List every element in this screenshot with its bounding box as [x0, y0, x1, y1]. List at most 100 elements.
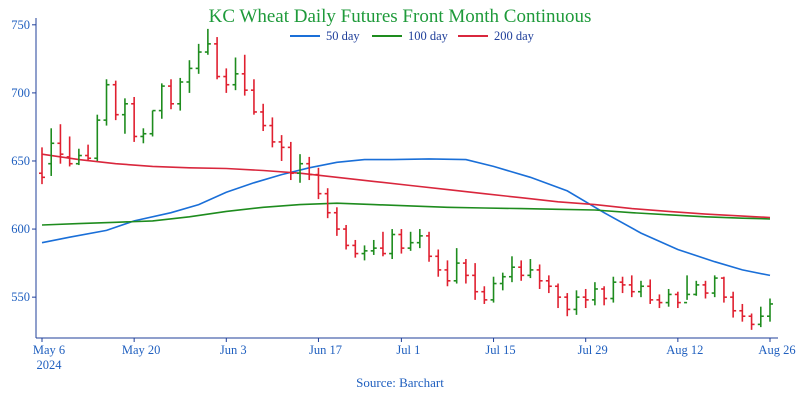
- ohlc-bar: [619, 276, 626, 294]
- y-tick-label: 600: [11, 222, 30, 236]
- ohlc-bar: [324, 188, 331, 219]
- ohlc-bar: [131, 96, 138, 142]
- ohlc-bar: [103, 79, 110, 126]
- ohlc-bar: [545, 275, 552, 294]
- ohlc-bar: [287, 141, 294, 181]
- ohlc-bar: [398, 229, 405, 254]
- ohlc-bar: [158, 83, 165, 119]
- ohlc-bar: [637, 280, 644, 298]
- ohlc-bar: [720, 276, 727, 303]
- ohlc-bar: [379, 231, 386, 257]
- ohlc-bar: [555, 283, 562, 309]
- ohlc-bar: [582, 288, 589, 309]
- ohlc-bar: [260, 103, 267, 132]
- chart-title: KC Wheat Daily Futures Front Month Conti…: [209, 6, 592, 27]
- ohlc-bar: [748, 313, 755, 330]
- ohlc-bar: [591, 282, 598, 306]
- ohlc-bar: [453, 248, 460, 284]
- ohlc-bar: [490, 276, 497, 303]
- x-tick-label: May 6: [33, 343, 65, 357]
- ohlc-bar: [195, 43, 202, 74]
- ohlc-bar: [85, 144, 92, 161]
- ohlc-bar: [121, 98, 128, 134]
- ohlc-bar: [527, 259, 534, 279]
- ohlc-bar: [665, 288, 672, 307]
- ohlc-bar: [389, 229, 396, 260]
- ohlc-bar: [232, 57, 239, 91]
- x-tick-year-label: 2024: [37, 358, 63, 372]
- ohlc-bar: [223, 68, 230, 93]
- ohlc-bar: [444, 260, 451, 287]
- ohlc-bar: [343, 224, 350, 250]
- ohlc-bar: [656, 294, 663, 309]
- ohlc-bar: [186, 60, 193, 93]
- legend-label: 50 day: [326, 29, 360, 43]
- ohlc-bar: [241, 54, 248, 96]
- ohlc-bar: [739, 303, 746, 322]
- ohlc-bar: [573, 290, 580, 315]
- ohlc-bar: [140, 128, 147, 144]
- ohlc-bar: [564, 293, 571, 317]
- ohlc-bar: [693, 280, 700, 296]
- ohlc-bar: [674, 291, 681, 309]
- y-tick-label: 700: [11, 86, 30, 100]
- y-tick-label: 550: [11, 290, 30, 304]
- ohlc-bar: [462, 259, 469, 284]
- ohlc-bar: [177, 77, 184, 111]
- x-tick-label: May 20: [122, 343, 161, 357]
- ohlc-bar: [435, 249, 442, 277]
- ohlc-bar: [518, 260, 525, 281]
- chart-legend: 50 day 100 day 200 day: [290, 29, 535, 43]
- ohlc-bar: [370, 239, 377, 255]
- x-tick-label: Aug 26: [758, 343, 795, 357]
- ohlc-bar: [711, 275, 718, 298]
- ohlc-bar: [647, 279, 654, 304]
- series-line: [41, 153, 771, 219]
- ohlc-bar: [702, 280, 709, 299]
- ohlc-bar: [149, 109, 156, 137]
- ohlc-bar: [407, 231, 414, 251]
- moving-average-lines: [41, 153, 771, 277]
- ohlc-bar: [75, 148, 82, 166]
- ohlc-bar: [472, 263, 479, 300]
- legend-label: 200 day: [494, 29, 535, 43]
- ohlc-bar: [601, 286, 608, 306]
- ohlc-bar: [57, 124, 64, 164]
- x-tick-label: Jun 17: [309, 343, 342, 357]
- ohlc-bar: [112, 80, 119, 121]
- ohlc-bar: [94, 114, 101, 161]
- ohlc-bar: [610, 276, 617, 303]
- ohlc-bar: [508, 256, 515, 283]
- ohlc-bar: [204, 28, 211, 55]
- ohlc-bar: [684, 275, 691, 304]
- y-tick-label: 750: [11, 18, 30, 32]
- series-line: [41, 202, 771, 226]
- x-tick-label: Jun 3: [220, 343, 247, 357]
- ohlc-bar: [426, 231, 433, 262]
- ohlc-bar: [416, 229, 423, 249]
- ohlc-bar: [481, 286, 488, 304]
- ohlc-bar: [628, 275, 635, 298]
- y-axis-ticks: 550 600 650 700 750: [11, 18, 36, 304]
- ohlc-bar: [499, 272, 506, 291]
- ohlc-bar: [306, 156, 313, 181]
- ohlc-bar: [39, 147, 45, 185]
- ohlc-bar: [352, 239, 359, 258]
- ohlc-bar: [250, 79, 257, 115]
- x-tick-label: Jul 29: [578, 343, 608, 357]
- series-line: [41, 158, 771, 277]
- ohlc-bar: [333, 207, 340, 236]
- ohlc-bar: [757, 306, 764, 328]
- ohlc-bars: [39, 28, 773, 330]
- ohlc-bar: [730, 291, 737, 318]
- y-tick-label: 650: [11, 154, 30, 168]
- x-tick-label: Jul 1: [396, 343, 420, 357]
- source-label: Source: Barchart: [356, 375, 444, 390]
- ohlc-bar: [767, 298, 773, 322]
- ohlc-bar: [536, 264, 543, 289]
- ohlc-bar: [269, 117, 276, 148]
- ohlc-bar: [66, 136, 73, 167]
- ohlc-bar: [361, 245, 368, 261]
